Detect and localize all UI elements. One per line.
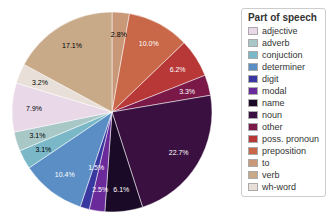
svg-text:6.1%: 6.1% [113, 186, 129, 193]
svg-text:3.1%: 3.1% [35, 146, 51, 153]
html-text:preposition: preposition [262, 146, 306, 156]
svg-text:3.3%: 3.3% [179, 88, 195, 95]
svg-text:10.4%: 10.4% [55, 171, 75, 178]
svg-text:6.2%: 6.2% [170, 66, 186, 73]
svg-text:3.2%: 3.2% [32, 79, 48, 86]
html-text:modal: modal [262, 86, 287, 96]
svg-text:3.1%: 3.1% [30, 132, 46, 139]
html-text:to: to [262, 158, 270, 168]
html-text:Part of speech: Part of speech [248, 12, 317, 23]
html-text:other: other [262, 122, 283, 132]
html-text:wh-word: wh-word [262, 182, 296, 192]
html-text:noun: noun [262, 110, 282, 120]
html-text:verb: verb [262, 170, 280, 180]
svg-text:2.8%: 2.8% [111, 31, 127, 38]
svg-text:1.5%: 1.5% [88, 164, 104, 171]
html-text:adjective: adjective [262, 26, 298, 36]
svg-text:17.1%: 17.1% [62, 42, 82, 49]
svg-text:7.9%: 7.9% [26, 105, 42, 112]
html-text:determiner: determiner [262, 62, 305, 72]
html-text:digit: digit [262, 74, 279, 84]
html-text:poss. pronoun: poss. pronoun [262, 134, 319, 144]
html-text:name: name [262, 98, 285, 108]
svg-text:22.7%: 22.7% [169, 149, 189, 156]
html-text:conjuction: conjuction [262, 50, 303, 60]
svg-text:10.0%: 10.0% [139, 40, 159, 47]
svg-text:2.5%: 2.5% [92, 186, 108, 193]
html-text:adverb: adverb [262, 38, 290, 48]
